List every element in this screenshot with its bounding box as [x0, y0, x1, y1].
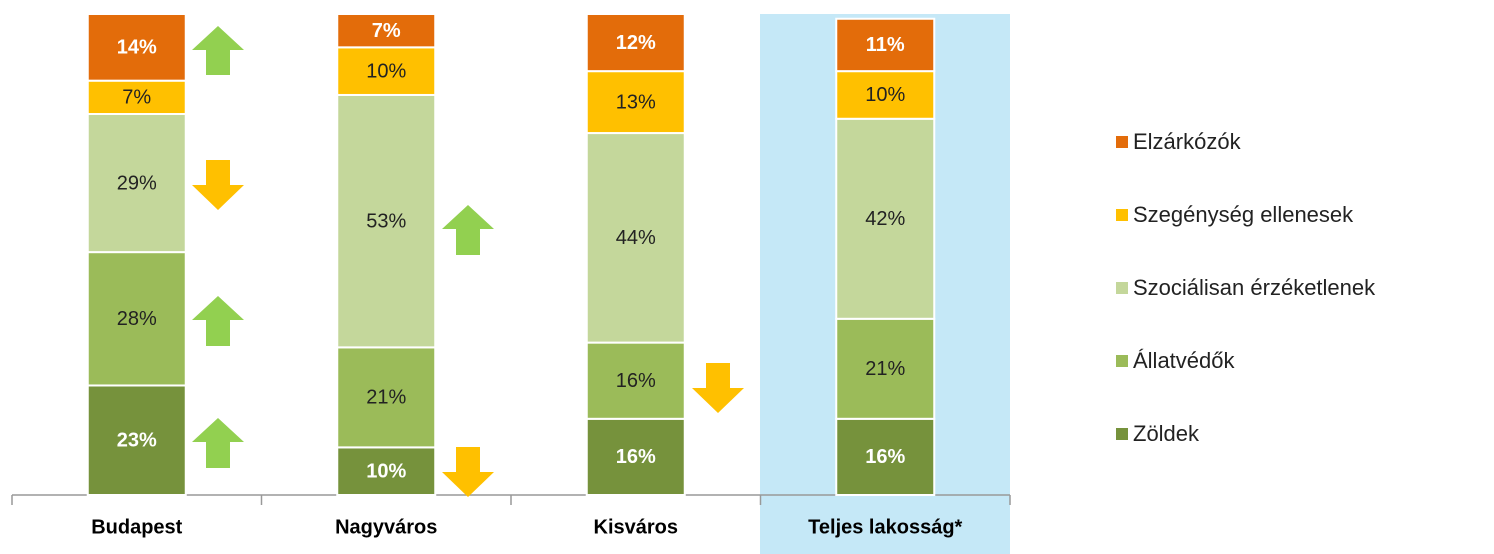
- arrow-down: [692, 363, 744, 413]
- legend-swatch: [1116, 282, 1128, 294]
- bar-segment: [835, 317, 936, 420]
- x-tick-label: Kisváros: [594, 516, 679, 538]
- value-label: 21%: [865, 358, 905, 380]
- x-tick-label: Nagyváros: [335, 516, 437, 538]
- arrow-down: [442, 447, 494, 497]
- value-label: 29%: [117, 172, 157, 194]
- arrows: [192, 26, 744, 497]
- bar-segment: [86, 79, 187, 116]
- value-label: 13%: [616, 91, 656, 113]
- legend-label: Zöldek: [1133, 421, 1200, 446]
- bar-segment: [585, 70, 686, 135]
- bar-segment: [835, 17, 936, 73]
- value-label: 21%: [366, 387, 406, 409]
- arrow-down: [192, 160, 244, 210]
- arrow-up: [192, 418, 244, 468]
- value-label: 11%: [866, 34, 905, 56]
- arrow-up: [192, 26, 244, 75]
- value-label: 7%: [372, 20, 401, 42]
- value-label: 10%: [865, 84, 905, 106]
- bar-segment: [585, 341, 686, 420]
- legend-label: Elzárkózók: [1133, 129, 1242, 154]
- x-tick-label: Budapest: [91, 516, 182, 538]
- arrow-up: [442, 205, 494, 255]
- value-label: 10%: [366, 460, 406, 482]
- legend-swatch: [1116, 209, 1128, 221]
- legend-label: Szociálisan érzéketlenek: [1133, 275, 1376, 300]
- legend-swatch: [1116, 136, 1128, 148]
- bar-segment: [585, 132, 686, 344]
- legend-label: Állatvédők: [1133, 348, 1236, 373]
- value-label: 16%: [865, 446, 905, 468]
- value-label: 14%: [117, 37, 157, 59]
- value-label: 42%: [865, 208, 905, 230]
- value-label: 12%: [616, 32, 656, 54]
- bar-segment: [336, 93, 437, 349]
- legend-swatch: [1116, 428, 1128, 440]
- bar-segment: [336, 446, 437, 497]
- bar-segment: [336, 13, 437, 49]
- arrow-up: [192, 296, 244, 346]
- x-tick-label: Teljes lakosság*: [808, 516, 962, 538]
- bar-segment: [336, 46, 437, 96]
- value-label: 16%: [616, 370, 656, 392]
- value-label: 44%: [616, 227, 656, 249]
- value-label: 28%: [117, 308, 157, 330]
- legend-swatch: [1116, 355, 1128, 367]
- bar-segment: [835, 117, 936, 320]
- bar-segment: [86, 251, 187, 387]
- value-label: 23%: [117, 430, 157, 452]
- value-label: 53%: [366, 210, 406, 232]
- bar-segment: [86, 384, 187, 496]
- value-label: 7%: [122, 87, 151, 109]
- bar-segment: [585, 13, 686, 73]
- bar-segment: [835, 70, 936, 120]
- bar-segment: [86, 13, 187, 82]
- legend-label: Szegénység ellenesek: [1133, 202, 1354, 227]
- value-label: 10%: [366, 60, 406, 82]
- bar-segment: [835, 417, 936, 496]
- value-label: 16%: [616, 446, 656, 468]
